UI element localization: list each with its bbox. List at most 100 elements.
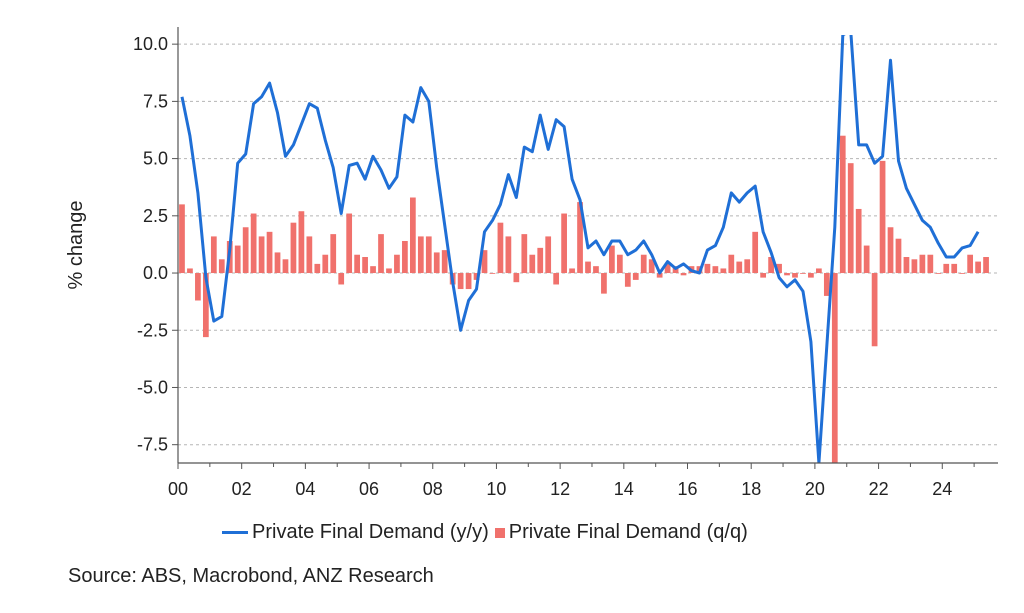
bar: [792, 273, 798, 278]
bar: [274, 252, 281, 274]
bar: [465, 273, 472, 290]
bar: [624, 273, 631, 287]
x-tick-label: 24: [932, 479, 952, 499]
bar: [887, 227, 894, 274]
source-note: Source: ABS, Macrobond, ANZ Research: [68, 565, 434, 587]
bar: [736, 261, 743, 274]
bar: [187, 268, 193, 274]
x-tick-label: 04: [295, 479, 315, 499]
bar: [959, 273, 966, 274]
line-path: [180, 35, 980, 463]
y-axis-label: % change: [65, 201, 87, 290]
bar: [839, 135, 846, 274]
bar: [632, 273, 639, 280]
bar: [911, 259, 918, 274]
bar: [258, 236, 265, 274]
bar: [242, 227, 249, 274]
bar: [282, 259, 289, 274]
bar: [322, 254, 329, 274]
bar: [712, 266, 719, 274]
bar: [537, 247, 544, 274]
x-tick-label: 14: [614, 479, 634, 499]
legend-bar-label: Private Final Demand (q/q): [508, 521, 748, 543]
bar: [879, 160, 886, 274]
bar: [823, 273, 830, 296]
bar: [433, 252, 440, 274]
legend-line-swatch: [222, 531, 248, 534]
bar: [744, 259, 751, 274]
x-tick-label: 22: [869, 479, 889, 499]
bar: [417, 236, 424, 274]
bar: [983, 257, 989, 274]
legend: Private Final Demand (y/y) Private Final…: [222, 521, 748, 544]
bar-series: [179, 135, 989, 463]
x-tick-label: 18: [741, 479, 761, 499]
y-tick-label: -5.0: [137, 377, 168, 397]
bar: [386, 268, 392, 274]
bar: [704, 263, 711, 274]
axes: 10.0 7.5 5.0 2.5 0.0 -2.5 -5.0 -7.5 00 02 04 06 08 10…: [133, 27, 998, 499]
bar: [768, 257, 774, 274]
bar: [394, 254, 400, 274]
bar: [648, 259, 655, 274]
bar: [346, 213, 353, 274]
x-tick-label: 00: [168, 479, 188, 499]
bar: [425, 236, 432, 274]
bar: [776, 263, 782, 274]
y-tick-label: 10.0: [133, 34, 168, 54]
bar: [967, 254, 974, 274]
bar: [895, 238, 902, 274]
bar: [760, 273, 767, 278]
bar: [513, 273, 520, 283]
bar: [250, 213, 257, 274]
x-tick-label: 02: [232, 479, 252, 499]
bar: [784, 273, 790, 276]
bar: [338, 273, 345, 285]
bar: [441, 250, 448, 274]
bar: [195, 273, 201, 301]
bar: [505, 236, 512, 274]
bar: [847, 163, 854, 274]
y-tick-label: 5.0: [143, 149, 168, 169]
bar: [569, 268, 575, 274]
bar: [489, 273, 496, 274]
bar: [593, 266, 599, 274]
bar: [585, 261, 591, 274]
bar: [234, 245, 241, 274]
bar: [831, 273, 838, 463]
bar: [975, 261, 981, 274]
bar: [800, 273, 806, 274]
bar: [943, 263, 950, 274]
bar: [370, 266, 376, 274]
bar: [553, 273, 560, 285]
chart: 10.0 7.5 5.0 2.5 0.0 -2.5 -5.0 -7.5 00 02 04 06 08 10…: [65, 27, 998, 499]
legend-bar-swatch: [494, 527, 505, 538]
legend-line-label: Private Final Demand (y/y): [252, 521, 489, 543]
bar: [664, 263, 671, 274]
x-tick-label: 20: [805, 479, 825, 499]
bar: [266, 231, 273, 274]
bar: [728, 254, 735, 274]
bar: [616, 254, 623, 274]
bar: [179, 204, 185, 274]
x-tick-label: 16: [677, 479, 697, 499]
bar: [808, 273, 814, 278]
bar: [561, 213, 567, 274]
bar: [601, 273, 607, 294]
bar: [210, 236, 217, 274]
bar: [927, 254, 934, 274]
bar: [951, 263, 958, 274]
bar: [609, 245, 615, 274]
bar: [863, 245, 870, 274]
bar: [720, 268, 727, 274]
bar: [402, 240, 408, 274]
line-series: [180, 35, 980, 463]
bar: [855, 208, 862, 274]
y-tick-label: 0.0: [143, 263, 168, 283]
bar: [457, 273, 464, 290]
bar: [521, 234, 528, 274]
bar: [298, 211, 305, 274]
bar: [473, 273, 480, 280]
bar: [481, 250, 488, 274]
bar: [218, 259, 225, 274]
